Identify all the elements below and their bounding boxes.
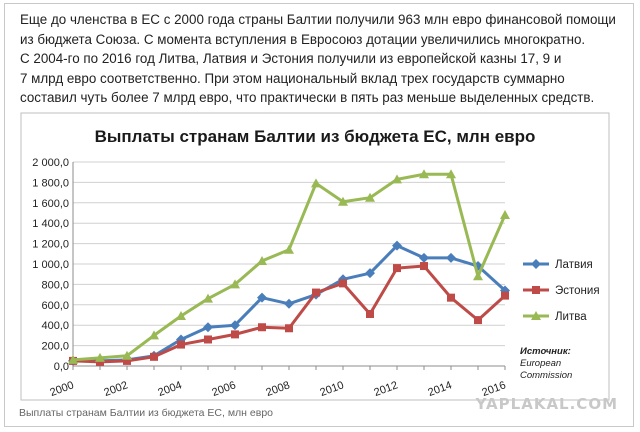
data-point: [68, 354, 78, 364]
legend-label: Латвия: [555, 259, 593, 271]
data-point: [500, 210, 510, 220]
data-point: [123, 356, 131, 365]
data-point: [393, 264, 401, 273]
article-line: С 2004-го по 2016 год Литва, Латвия и Эс…: [20, 51, 562, 67]
data-point: [230, 320, 240, 331]
y-tick-label: 200,0: [41, 341, 69, 353]
chart-canvas: Выплаты странам Балтии из бюджета ЕС, мл…: [20, 112, 610, 401]
data-point: [96, 357, 104, 366]
data-point: [311, 178, 321, 188]
data-point: [338, 196, 348, 206]
data-point: [366, 309, 374, 318]
article-line: из бюджета Союза. С момента вступления в…: [20, 31, 586, 47]
y-tick-label: 1 200,0: [32, 239, 69, 251]
article-line: 7 млрд евро соответственно. При этом нац…: [20, 70, 565, 86]
article-text: Еще до членства в ЕС с 2000 года страны …: [20, 10, 620, 108]
data-point: [203, 293, 213, 303]
legend-label: Эстония: [555, 285, 600, 297]
chart-border: [20, 112, 610, 401]
chart: Выплаты странам Балтии из бюджета ЕС, мл…: [20, 112, 610, 402]
legend-label: Литва: [555, 311, 587, 323]
data-point: [231, 330, 239, 339]
data-point: [474, 316, 482, 325]
y-tick-label: 400,0: [41, 320, 69, 332]
data-point: [339, 279, 347, 288]
data-point: [419, 252, 429, 263]
y-tick-label: 1 600,0: [32, 198, 69, 210]
y-tick-label: 800,0: [41, 279, 69, 291]
article-line: Еще до членства в ЕС с 2000 года страны …: [20, 12, 616, 27]
data-point: [365, 192, 375, 202]
data-point: [473, 271, 483, 281]
data-point: [149, 330, 159, 340]
data-point: [257, 292, 267, 303]
y-tick-label: 2 000,0: [32, 157, 69, 169]
data-point: [122, 350, 132, 360]
source-note-line: Источник:: [520, 346, 571, 357]
legend-marker: [531, 311, 541, 320]
data-point: [392, 240, 402, 251]
chart-title: Выплаты странам Балтии из бюджета ЕС, мл…: [95, 127, 536, 146]
y-tick-label: 1 800,0: [32, 177, 69, 189]
data-point: [446, 169, 456, 179]
y-tick-label: 600,0: [41, 300, 69, 312]
data-point: [176, 311, 186, 321]
site-watermark: YAPLAKAL.COM: [475, 395, 618, 413]
data-point: [500, 285, 510, 296]
data-point: [420, 262, 428, 271]
source-note-line: Commission: [520, 370, 572, 381]
data-point: [150, 352, 158, 361]
data-point: [446, 252, 456, 263]
data-point: [285, 324, 293, 333]
y-tick-label: 1 400,0: [32, 218, 69, 230]
data-point: [447, 293, 455, 302]
data-point: [501, 291, 509, 300]
data-point: [257, 255, 267, 265]
legend-marker: [531, 259, 541, 269]
source-note-line: European: [520, 358, 561, 369]
data-point: [95, 352, 105, 362]
data-point: [284, 244, 294, 254]
image-caption: Выплаты странам Балтии из бюджета ЕС, мл…: [19, 407, 273, 419]
data-point: [258, 323, 266, 332]
data-point: [177, 340, 185, 349]
legend-marker: [532, 286, 540, 294]
data-point: [365, 268, 375, 279]
data-point: [230, 279, 240, 289]
data-point: [284, 298, 294, 309]
data-point: [419, 169, 429, 179]
data-point: [203, 322, 213, 333]
article-line: составил чуть более 7 млрд евро, что пра…: [20, 90, 595, 106]
data-point: [204, 335, 212, 344]
y-tick-label: 0,0: [54, 361, 69, 373]
data-point: [312, 288, 320, 297]
data-point: [392, 174, 402, 184]
y-tick-label: 1 000,0: [32, 259, 69, 271]
